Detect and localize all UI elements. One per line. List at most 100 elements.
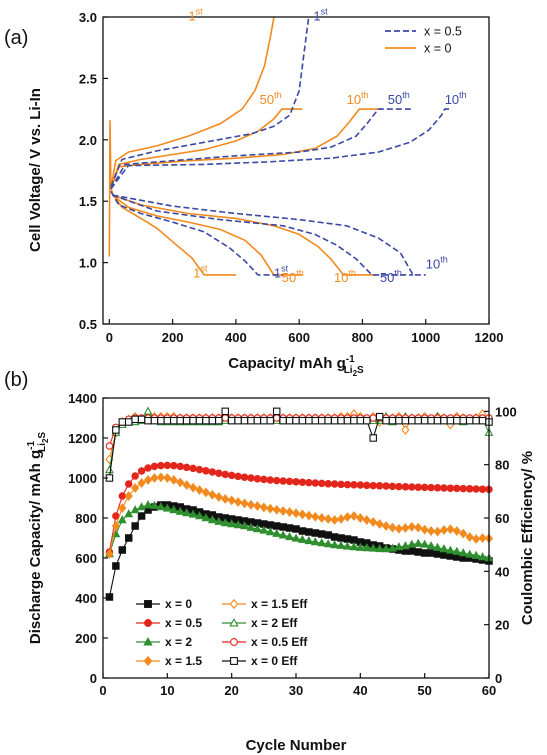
- panel-b-efficiency-series-4-point: [247, 416, 255, 425]
- panel-b-label: (b): [4, 369, 28, 391]
- panel-a-cycle-label: 50th: [380, 268, 402, 285]
- panel-b-capacity-series-4-point: [240, 498, 249, 509]
- panel-b-efficiency-series-1-point: [401, 425, 410, 435]
- panel-b-capacity-series-2-point: [356, 481, 365, 489]
- panel-b-capacity-series-2-point: [195, 465, 204, 474]
- panel-b-capacity-series-4-point: [272, 504, 281, 515]
- panel-b-capacity-series-4-point: [298, 509, 307, 520]
- panel-a-xtick-label: 800: [352, 330, 374, 345]
- panel-b-capacity-series-3-point: [343, 541, 352, 550]
- panel-a-cycle-label: 10th: [445, 90, 467, 107]
- panel-b-capacity-series-1-point: [420, 549, 429, 557]
- panel-b-capacity-series-2-point: [408, 483, 416, 491]
- panel-b-xtick-label: 40: [353, 683, 367, 698]
- panel-b-ylabel-sub: Li: [37, 443, 48, 452]
- panel-b-capacity-series-4-point: [111, 521, 120, 531]
- panel-a-cycle-number: 10: [445, 92, 459, 107]
- panel-b-capacity-series-3-point: [220, 518, 230, 527]
- panel-a-series-line-1: [108, 120, 236, 276]
- panel-b-capacity-series-4-point: [291, 508, 301, 519]
- panel-b-capacity-series-1-point: [137, 512, 146, 520]
- panel-b-capacity-series-2-point: [440, 484, 448, 492]
- panel-b-ylabel-text: Discharge Capacity/ mAh g: [27, 450, 44, 644]
- panel-b-capacity-series-4-point: [472, 534, 481, 544]
- panel-b-capacity-series-3-point: [439, 544, 449, 553]
- panel-b-capacity-series-1-point: [330, 533, 339, 541]
- panel-a-cycle-label: 1st: [274, 263, 289, 280]
- panel-b-efficiency-series-4-point: [182, 416, 191, 425]
- panel-b-legend-label: x = 0.5 Eff: [251, 635, 308, 649]
- panel-b-capacity-series-2-point: [382, 482, 390, 490]
- panel-b-capacity-series-3-point: [182, 508, 192, 517]
- panel-a-cycle-label: 10th: [334, 268, 356, 285]
- panel-b-y2tick-label: 100: [495, 404, 517, 419]
- panel-a-cycle-label: 1st: [188, 7, 203, 24]
- panel-b-efficiency-series-4-point: [234, 416, 242, 425]
- panel-b-capacity-series-4-point: [452, 526, 461, 536]
- panel-b-capacity-series-2-point: [330, 480, 339, 488]
- panel-b-legend-swatch-marker: [144, 600, 152, 608]
- panel-b-capacity-series-3-point: [471, 550, 481, 559]
- panel-b-efficiency-series-4-point: [305, 416, 313, 425]
- panel-a-cycle-number: 10: [334, 270, 348, 285]
- panel-b-efficiency-series-4-point: [170, 416, 178, 425]
- panel-a-series-line-10: [110, 108, 414, 190]
- panel-b-capacity-series-2-point: [176, 462, 184, 471]
- panel-b-capacity-series-2-point: [453, 484, 461, 493]
- panel-a-cycle-label: 1st: [313, 7, 328, 24]
- panel-b-efficiency-series-4-point: [401, 416, 410, 425]
- panel-b-capacity-series-1-point: [337, 534, 345, 542]
- panel-b-capacity-series-3-point: [394, 542, 404, 551]
- panel-b-capacity-series-3-point: [381, 544, 391, 553]
- panel-b-capacity-series-4-point: [375, 519, 384, 529]
- panel-b-ytick-label: 1400: [68, 391, 97, 406]
- panel-a-cycle-suffix: th: [459, 90, 467, 100]
- panel-a-xtick-label: 1000: [411, 330, 440, 345]
- panel-b-xlabel: Cycle Number: [246, 737, 347, 754]
- panel-a-ytick-label: 1.0: [79, 256, 97, 271]
- panel-a-xtick-label: 600: [288, 330, 310, 345]
- panel-b-capacity-series-1-point: [272, 522, 281, 530]
- panel-b-capacity-series-3-point: [362, 543, 372, 552]
- panel-b-capacity-series-3-point: [214, 516, 224, 525]
- panel-b-capacity-series-4-point: [285, 507, 294, 517]
- panel-b-efficiency-series-4-point: [137, 415, 146, 424]
- panel-b-efficiency-series-4-point: [427, 416, 435, 425]
- panel-b-efficiency-series-4-point: [124, 418, 133, 426]
- panel-b-efficiency-series-4-point: [279, 416, 287, 425]
- panel-a-cycle-number: 50: [388, 92, 402, 107]
- panel-b-capacity-series-4-point: [388, 522, 397, 533]
- panel-b-legend-swatch-marker: [230, 638, 238, 646]
- panel-b-capacity-series-2-point: [446, 484, 455, 492]
- panel-b-capacity-series-3-point: [355, 542, 365, 551]
- panel-a-series-line-2: [110, 16, 275, 190]
- panel-b-legend-label: x = 0: [165, 597, 192, 611]
- panel-a-cycle-number: 1: [188, 9, 195, 24]
- panel-b-capacity-series-4-point: [478, 533, 487, 543]
- panel-b-capacity-series-1-point: [317, 530, 326, 538]
- panel-b-capacity-series-2-point: [163, 461, 172, 470]
- panel-b-capacity-series-2-point: [260, 475, 268, 484]
- panel-b-capacity-series-3-point: [272, 528, 282, 537]
- panel-b-capacity-series-3-point: [207, 515, 217, 524]
- panel-b-capacity-series-3-point: [388, 543, 397, 552]
- panel-b-xtick-label: 30: [289, 683, 303, 698]
- panel-a-xtick-label: 400: [225, 330, 247, 345]
- panel-a-cycle-suffix: st: [321, 7, 329, 17]
- panel-b-legend-swatch-marker: [229, 598, 239, 610]
- panel-a-cycle-label: 50th: [260, 90, 282, 107]
- panel-b-efficiency-series-3-point: [221, 414, 229, 422]
- panel-b-ytick-label: 0: [90, 671, 97, 686]
- panel-a-axes: 0 200 400 600 800 1000 1200 0.5 1.0 1.5 2.0 2.5 3.0: [79, 10, 504, 345]
- panel-b-capacity-series-3-point: [349, 542, 359, 551]
- panel-a-ytick-label: 2.5: [79, 71, 97, 86]
- panel-b-efficiency-series-4-point: [382, 416, 390, 425]
- panel-b-capacity-series-2-point: [272, 476, 281, 485]
- panel-b-capacity-series-4-point: [188, 482, 198, 493]
- panel-b-capacity-series-4-point: [195, 485, 204, 495]
- panel-a-cycle-number: 1: [313, 9, 320, 24]
- panel-a-label: (a): [4, 27, 28, 49]
- panel-b-legend-bg: [130, 594, 302, 672]
